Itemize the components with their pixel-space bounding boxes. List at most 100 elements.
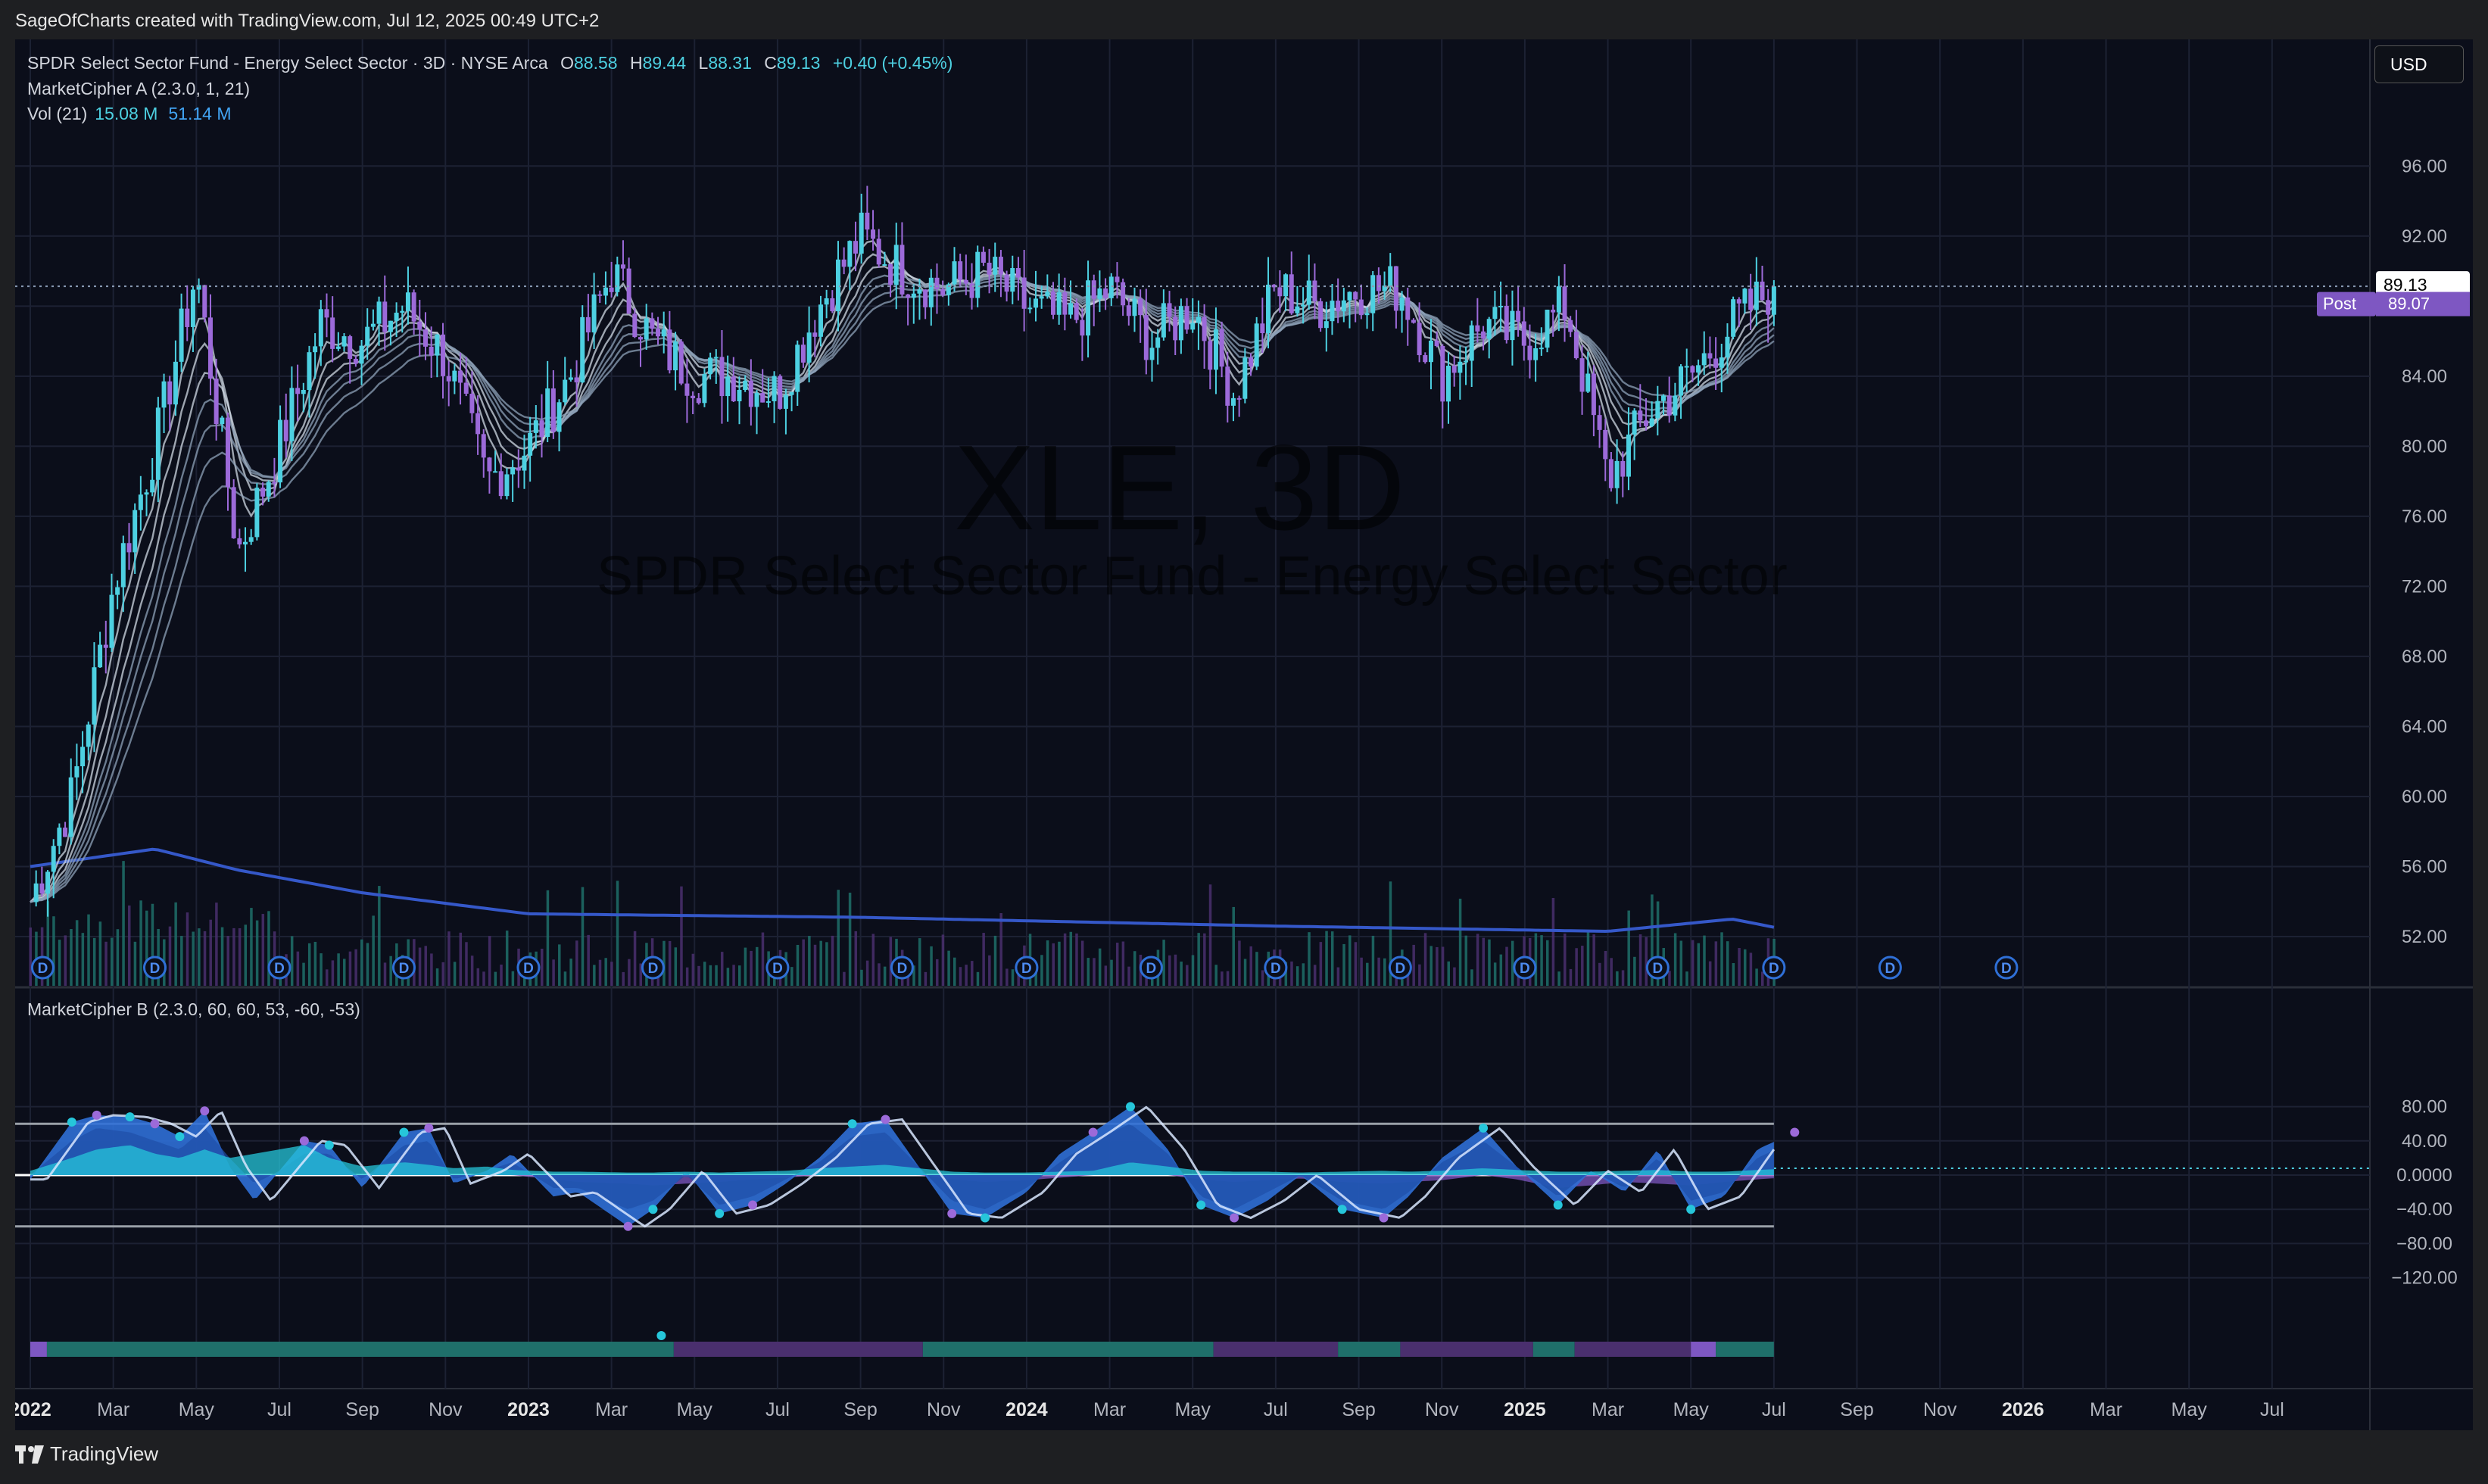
wavetrend-cross-dot [715,1209,724,1218]
candle-body [1086,280,1090,335]
candle-body [1190,323,1195,330]
wavetrend-cross-dot [648,1205,657,1214]
volume-bar [419,948,422,986]
candle-body [1470,326,1474,361]
volume-legend[interactable]: Vol (21) 15.08 M 51.14 M [27,104,231,124]
candle-body [412,292,416,321]
volume-bar [250,908,253,986]
candle-body [557,402,562,432]
price-tick-label: 84.00 [2402,366,2447,387]
candle-body [360,346,364,364]
indicator-a-legend[interactable]: MarketCipher A (2.3.0, 1, 21) [27,79,250,99]
volume-bar [82,933,85,986]
chart-frame[interactable]: 96.0092.0088.0084.0080.0076.0072.0068.00… [15,39,2473,1430]
candle-body [1620,461,1625,477]
candle-body [80,747,85,766]
wavetrend-cross-dot [1554,1201,1563,1210]
volume-bar [918,938,921,986]
candle-body [284,420,288,441]
candle-body [812,332,817,337]
time-tick-label: Nov [429,1399,463,1420]
candle-body [458,371,463,383]
price-tick-label: 76.00 [2402,507,2447,527]
candle-body [632,313,637,337]
candle-body [1510,311,1514,340]
currency-button[interactable]: USD [2374,45,2464,83]
volume-bar [1342,944,1345,986]
candle-body [1673,396,1677,416]
candle-body [731,376,736,401]
candle-body [1277,287,1282,296]
volume-bar [982,933,985,986]
volume-bar [1645,937,1648,986]
candle-body [278,420,282,483]
volume-bar [139,900,142,986]
candle-body [1603,430,1607,459]
dividend-marker-label: D [2001,961,2012,977]
volume-bar [1691,940,1695,986]
volume-bar [99,921,102,986]
candle-body [133,510,137,553]
volume-bar [1570,969,1573,986]
volume-bar [1325,931,1328,986]
volume-bar [1604,951,1607,986]
wavetrend-cross-dot [981,1214,990,1223]
volume-bar [878,963,881,986]
dividend-marker-label: D [897,961,908,977]
volume-bar [64,935,67,986]
candle-body [1609,459,1613,488]
volume-bar [343,959,346,986]
volume-bar [675,947,678,986]
candle-body [1492,307,1497,319]
candle-body [109,595,114,648]
candle-body [1527,346,1532,360]
chart-canvas[interactable]: 96.0092.0088.0084.0080.0076.0072.0068.00… [15,39,2473,1430]
wavetrend-cross-dot [1089,1128,1098,1137]
candle-body [1400,298,1405,311]
candle-body [1040,296,1044,298]
candle-body [1150,348,1155,360]
candle-body [388,321,393,332]
osc-tick-label: −40.00 [2396,1199,2452,1220]
candle-body [307,352,311,390]
time-tick-label: Jul [1762,1399,1786,1420]
volume-bar [1442,947,1445,986]
candle-body [1766,300,1770,314]
candle-body [597,295,602,296]
candle-body [975,252,980,298]
volume-bar [1470,969,1473,986]
indicator-b-legend[interactable]: MarketCipher B (2.3.0, 60, 60, 53, -60, … [27,999,360,1020]
candle-body [1208,341,1212,369]
price-tick-label: 72.00 [2402,576,2447,597]
candle-body [34,884,39,903]
volume-bar [389,956,392,986]
candle-body [888,264,893,285]
candle-body [644,318,649,339]
volume-bar [936,959,939,986]
candle-body [394,313,399,321]
candle-body [563,380,567,403]
time-tick-label: Mar [97,1399,129,1420]
candle-body [39,884,44,894]
volume-bar [1052,943,1055,986]
volume-bar [494,972,497,986]
volume-bar [1535,934,1538,986]
volume-bar [204,931,207,986]
volume-bar [1238,940,1241,986]
wavetrend-cross-dot [1379,1214,1388,1223]
volume-bar [1162,940,1165,986]
time-tick-label: 2023 [507,1399,550,1420]
volume-bar [1511,941,1514,986]
candle-body [202,285,207,318]
symbol-legend[interactable]: SPDR Select Sector Fund - Energy Select … [27,53,952,73]
candle-body [1452,366,1457,373]
candle-body [1661,395,1666,401]
volume-bar [1685,971,1688,986]
volume-bar [180,936,183,986]
candle-body [1173,316,1177,340]
candle-body [952,261,957,284]
candle-body [522,456,526,471]
volume-bar [1005,968,1009,986]
candle-body [917,289,921,293]
volume-bar [378,886,381,986]
